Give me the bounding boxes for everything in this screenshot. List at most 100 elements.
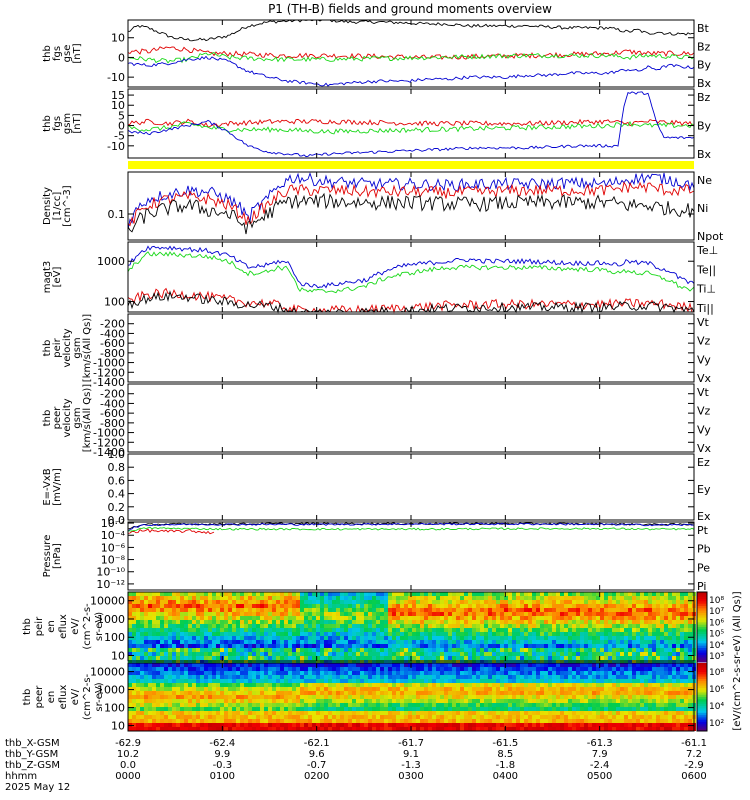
spectrogram-cell [148,652,152,656]
spectrogram-cell [292,592,296,596]
spectrogram-cell [204,663,208,667]
spectrogram-cell [144,679,148,683]
spectrogram-cell [536,691,540,695]
spectrogram-cell [200,683,204,687]
spectrogram-cell [140,592,144,596]
spectrogram-cell [196,703,200,707]
spectrogram-cell [656,612,660,616]
spectrogram-cell [372,652,376,656]
spectrogram-cell [164,600,168,604]
spectrogram-cell [380,671,384,675]
spectrogram-cell [164,640,168,644]
spectrogram-cell [440,608,444,612]
spectrogram-cell [244,715,248,719]
spectrogram-cell [560,727,564,731]
spectrogram-cell [248,632,252,636]
spectrogram-cell [444,656,448,660]
y-axis-label: Density [42,187,53,225]
spectrogram-cell [164,675,168,679]
spectrogram-cell [560,687,564,691]
spectrogram-cell [516,604,520,608]
spectrogram-cell [260,620,264,624]
spectrogram-cell [636,671,640,675]
spectrogram-cell [528,632,532,636]
spectrogram-cell [132,707,136,711]
spectrogram-cell [640,727,644,731]
spectrogram-cell [444,628,448,632]
spectrogram-cell [268,660,272,664]
spectrogram-cell [352,596,356,600]
spectrogram-cell [468,719,472,723]
spectrogram-cell [648,596,652,600]
spectrogram-cell [604,628,608,632]
spectrogram-cell [236,604,240,608]
spectrogram-cell [664,660,668,664]
spectrogram-cell [584,727,588,731]
spectrogram-cell [148,667,152,671]
spectrogram-cell [188,707,192,711]
spectrogram-cell [308,592,312,596]
spectrogram-cell [172,675,176,679]
spectrogram-cell [408,719,412,723]
spectrogram-cell [280,624,284,628]
spectrogram-cell [476,719,480,723]
spectrogram-cell [516,600,520,604]
spectrogram-cell [496,719,500,723]
spectrogram-cell [536,675,540,679]
spectrogram-cell [308,616,312,620]
spectrogram-cell [248,624,252,628]
spectrogram-cell [540,640,544,644]
spectrogram-cell [668,612,672,616]
spectrogram-cell [444,695,448,699]
spectrogram-cell [544,695,548,699]
legend-entry: Bx [697,148,712,161]
spectrogram-cell [480,632,484,636]
spectrogram-cell [196,663,200,667]
spectrogram-cell [496,624,500,628]
spectrogram-cell [368,616,372,620]
spectrogram-cell [188,648,192,652]
spectrogram-cell [464,663,468,667]
spectrogram-cell [344,663,348,667]
spectrogram-cell [376,640,380,644]
spectrogram-cell [160,683,164,687]
spectrogram-cell [232,640,236,644]
spectrogram-cell [564,711,568,715]
spectrogram-cell [540,612,544,616]
spectrogram-cell [160,695,164,699]
spectrogram-cell [476,592,480,596]
spectrogram-cell [252,727,256,731]
spectrogram-cell [228,608,232,612]
spectrogram-cell [612,652,616,656]
spectrogram-cell [568,660,572,664]
spectrogram-cell [168,636,172,640]
spectrogram-cell [280,620,284,624]
spectrogram-cell [420,628,424,632]
spectrogram-cell [564,671,568,675]
spectrogram-cell [324,632,328,636]
spectrogram-cell [368,667,372,671]
spectrogram-cell [512,707,516,711]
spectrogram-cell [640,612,644,616]
spectrogram-cell [492,608,496,612]
spectrogram-cell [392,683,396,687]
spectrogram-cell [592,660,596,664]
spectrogram-cell [284,652,288,656]
spectrogram-cell [188,592,192,596]
spectrogram-cell [216,660,220,664]
spectrogram-cell [172,652,176,656]
spectrogram-cell [404,707,408,711]
spectrogram-cell [216,687,220,691]
spectrogram-cell [408,679,412,683]
spectrogram-cell [296,667,300,671]
spectrogram-cell [404,703,408,707]
spectrogram-cell [220,612,224,616]
spectrogram-cell [532,620,536,624]
spectrogram-cell [312,624,316,628]
spectrogram-cell [300,596,304,600]
spectrogram-cell [516,723,520,727]
spectrogram-cell [600,695,604,699]
spectrogram-cell [652,640,656,644]
spectrogram-cell [456,608,460,612]
